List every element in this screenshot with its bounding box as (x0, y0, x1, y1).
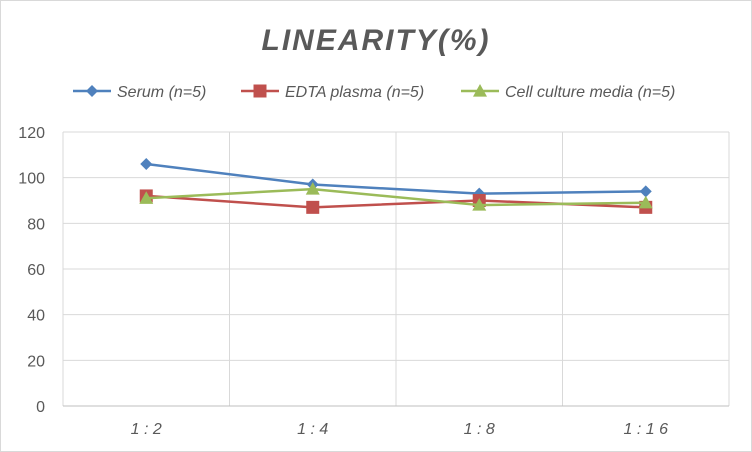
legend-item-1: EDTA plasma (n=5) (241, 84, 424, 101)
y-tick-label: 0 (36, 399, 45, 416)
y-tick-label: 20 (27, 353, 45, 370)
legend-item-0: Serum (n=5) (73, 84, 206, 101)
legend-item-2: Cell culture media (n=5) (461, 84, 675, 101)
data-point-0-0 (140, 157, 153, 170)
y-tick-label: 40 (27, 308, 45, 325)
legend-swatch-marker (253, 84, 267, 98)
series-line-0 (146, 162, 646, 195)
y-tick-label: 100 (18, 171, 45, 188)
legend-label: Serum (n=5) (117, 84, 206, 101)
data-point-2-1 (305, 182, 320, 195)
chart-title: LINEARITY(%) (262, 24, 491, 57)
data-point-0-3 (639, 185, 652, 198)
legend: Serum (n=5) EDTA plasma (n=5) Cell culture… (73, 84, 675, 101)
x-axis-ticks: 1 : 2 1 : 4 1 : 8 1 : 1 6 (131, 421, 668, 438)
data-point-2-3 (638, 195, 653, 209)
grid (62, 131, 730, 407)
legend-swatch-marker (473, 84, 487, 97)
series-2 (139, 182, 653, 211)
series-line-2 (146, 187, 646, 207)
data-point-2-0 (139, 191, 154, 204)
legend-label: Cell culture media (n=5) (505, 84, 675, 101)
x-tick-label: 1 : 8 (464, 421, 495, 438)
y-tick-label: 80 (27, 216, 45, 233)
y-axis-ticks: 0 20 40 60 80 100 120 (18, 125, 45, 416)
y-tick-label: 120 (18, 125, 45, 142)
legend-label: EDTA plasma (n=5) (285, 84, 424, 101)
x-tick-label: 1 : 1 6 (624, 421, 669, 438)
y-tick-label: 60 (27, 262, 45, 279)
x-tick-label: 1 : 4 (297, 421, 328, 438)
data-point-1-1 (306, 200, 320, 214)
data-point-2-2 (472, 198, 487, 211)
legend-swatch-marker (86, 85, 98, 97)
series-group (139, 157, 653, 214)
x-tick-label: 1 : 2 (131, 421, 162, 438)
